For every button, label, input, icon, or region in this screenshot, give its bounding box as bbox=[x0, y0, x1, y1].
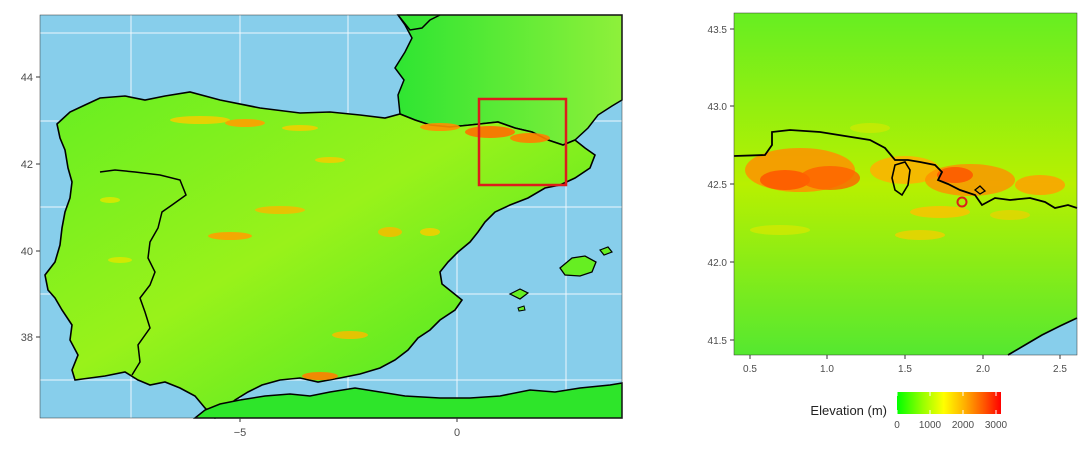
majorca-island bbox=[559, 255, 597, 277]
africa-land bbox=[192, 382, 623, 419]
y-tick-label: 38 bbox=[21, 332, 33, 344]
legend-tick-label: 1000 bbox=[919, 420, 942, 431]
zoom-coastline bbox=[1007, 317, 1078, 356]
mountain-ranges bbox=[100, 116, 550, 380]
border-enclave bbox=[891, 161, 911, 197]
y-tick-label: 43.0 bbox=[708, 102, 728, 113]
y-tick-label: 42.0 bbox=[708, 258, 728, 269]
iberia-map: −5 0 44 42 40 38 bbox=[21, 14, 623, 439]
y-tick-label: 43.5 bbox=[708, 25, 728, 36]
x-tick-label: 2.5 bbox=[1053, 364, 1067, 375]
minorca-island bbox=[599, 246, 613, 256]
x-tick-label: 0 bbox=[454, 427, 460, 439]
legend-tick-label: 0 bbox=[894, 420, 900, 431]
legend-tick-label: 3000 bbox=[985, 420, 1008, 431]
pyrenees-zoom-map: 0.5 1.0 1.5 2.0 2.5 43.5 43.0 42.5 42.0 … bbox=[708, 12, 1078, 431]
y-tick-label: 42 bbox=[21, 159, 33, 171]
x-tick-label: 2.0 bbox=[976, 364, 990, 375]
x-tick-label: −5 bbox=[234, 427, 247, 439]
site-marker bbox=[956, 196, 968, 208]
y-tick-label: 40 bbox=[21, 246, 33, 258]
ibiza-island bbox=[508, 288, 530, 300]
y-tick-label: 41.5 bbox=[708, 336, 728, 347]
france-coast bbox=[397, 14, 441, 31]
legend-title: Elevation (m) bbox=[810, 403, 887, 418]
formentera-island bbox=[517, 305, 526, 312]
small-enclave bbox=[973, 185, 987, 195]
y-tick-label: 44 bbox=[21, 72, 33, 84]
y-tick-label: 42.5 bbox=[708, 180, 728, 191]
x-tick-label: 1.5 bbox=[898, 364, 912, 375]
france-spain-border bbox=[733, 129, 1078, 209]
iberia-land bbox=[44, 91, 596, 420]
x-tick-label: 0.5 bbox=[743, 364, 757, 375]
portugal-border bbox=[99, 169, 187, 376]
zoom-region-box bbox=[477, 97, 568, 187]
elevation-legend: Elevation (m) 0 1000 2000 3000 bbox=[810, 392, 1008, 431]
x-tick-label: 1.0 bbox=[820, 364, 834, 375]
legend-tick-label: 2000 bbox=[952, 420, 975, 431]
legend-colorbar bbox=[897, 392, 1001, 414]
zoom-mountains bbox=[745, 123, 1065, 240]
